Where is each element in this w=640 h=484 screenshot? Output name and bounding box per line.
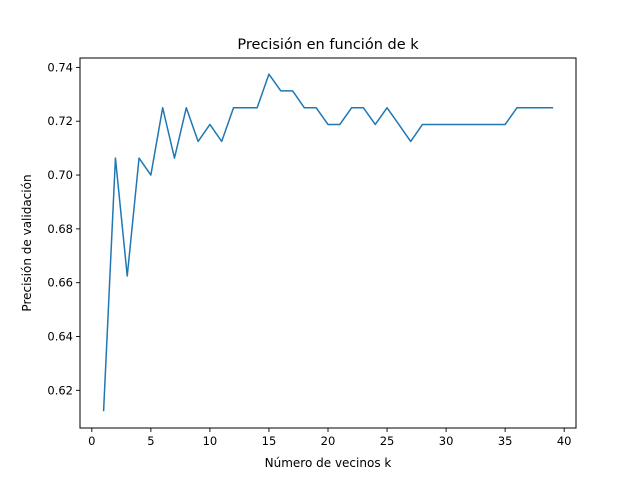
- y-tick-label: 0.74: [47, 60, 73, 74]
- y-tick-label: 0.68: [47, 222, 73, 236]
- x-axis-label: Número de vecinos k: [265, 456, 392, 470]
- y-tick-label: 0.72: [47, 114, 73, 128]
- y-axis-label: Precisión de validación: [20, 174, 34, 311]
- x-tick-label: 0: [88, 434, 95, 448]
- y-tick-label: 0.66: [47, 276, 73, 290]
- x-tick-label: 10: [203, 434, 218, 448]
- y-tick-label: 0.62: [47, 383, 73, 397]
- x-tick-label: 25: [380, 434, 395, 448]
- x-tick-label: 5: [147, 434, 154, 448]
- chart-title: Precisión en función de k: [237, 37, 419, 53]
- x-tick-label: 40: [557, 434, 572, 448]
- y-tick-label: 0.64: [47, 330, 73, 344]
- x-tick-label: 15: [262, 434, 277, 448]
- x-tick-label: 35: [498, 434, 513, 448]
- y-tick-label: 0.70: [47, 168, 73, 182]
- x-tick-label: 20: [321, 434, 336, 448]
- x-tick-label: 30: [439, 434, 454, 448]
